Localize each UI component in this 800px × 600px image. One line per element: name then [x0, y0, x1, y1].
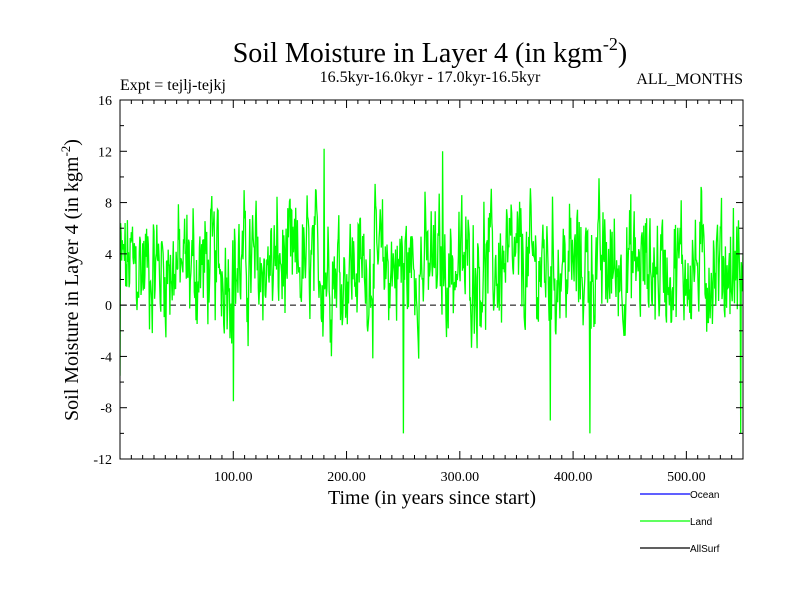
- x-tick-label: 500.00: [667, 470, 706, 485]
- legend-label-ocean: Ocean: [690, 490, 719, 501]
- y-tick-label: 8: [105, 197, 112, 212]
- months-label: ALL_MONTHS: [636, 71, 743, 88]
- y-axis-label: Soil Moisture in Layer 4 (in kgm-2): [58, 139, 83, 421]
- y-tick-label: 4: [105, 248, 112, 263]
- x-tick-label: 100.00: [214, 470, 253, 485]
- x-axis-ticks: 100.00 200.00 300.00 400.00 500.00: [130, 100, 733, 485]
- legend-label-land: Land: [690, 517, 712, 528]
- y-tick-label: -8: [100, 402, 112, 417]
- period-label: 16.5kyr-16.0kyr - 17.0kyr-16.5kyr: [320, 69, 541, 86]
- y-tick-label: -12: [93, 453, 112, 468]
- chart-title-superscript: -2: [603, 34, 618, 54]
- experiment-label: Expt = tejlj-tejkj: [120, 77, 226, 94]
- x-tick-label: 300.00: [441, 470, 480, 485]
- chart-legend: Ocean Land AllSurf: [640, 490, 720, 555]
- y-tick-label: 12: [98, 145, 112, 160]
- y-tick-label: -4: [100, 350, 112, 365]
- legend-label-allsurf: AllSurf: [690, 544, 720, 555]
- y-tick-label: 16: [98, 94, 112, 109]
- y-axis-label-superscript: -2: [58, 146, 73, 157]
- y-tick-label: 0: [105, 299, 112, 314]
- x-tick-label: 200.00: [327, 470, 366, 485]
- chart-title: Soil Moisture in Layer 4 (in kgm-2): [233, 34, 628, 69]
- land-series-line: [120, 148, 743, 434]
- y-axis-ticks: -12 -8 -4 0 4 8 12 16: [93, 94, 743, 468]
- x-tick-label: 400.00: [554, 470, 593, 485]
- x-axis-label: Time (in years since start): [328, 487, 536, 509]
